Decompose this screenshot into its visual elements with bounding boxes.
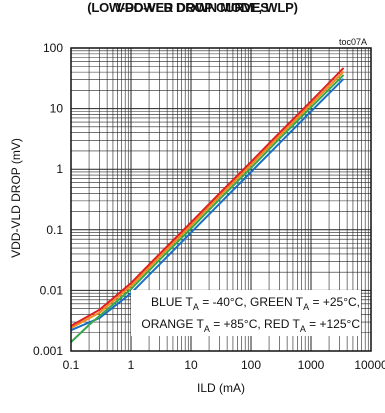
legend-note-box (131, 290, 361, 336)
x-axis-label: ILD (mA) (197, 381, 245, 395)
legend-note-line-1: BLUE TA = -40°C, GREEN TA = +25°C, (151, 295, 360, 312)
series-line-4 (70, 67, 345, 327)
y-tick-label: 0.1 (46, 223, 63, 237)
plot-frame (70, 47, 372, 352)
y-tick-label: 0.001 (33, 344, 63, 358)
legend-note-line-2: ORANGE TA = +85°C, RED TA = +125°C (141, 317, 360, 334)
x-tick-label: 10 (184, 358, 198, 372)
y-tick-label: 100 (43, 41, 63, 55)
x-tick-labels: 0.1 1 10 100 1000 10000 (63, 358, 385, 372)
y-tick-labels: 100 10 1 0.1 0.01 0.001 (33, 41, 63, 358)
y-tick-label: 10 (50, 102, 64, 116)
series-line-1 (70, 78, 345, 332)
series-lines (70, 67, 345, 343)
x-tick-label: 10000 (354, 358, 385, 372)
series-line-2 (70, 74, 345, 343)
x-tick-label: 100 (241, 358, 261, 372)
y-axis-label: VDD-VLD DROP (mV) (9, 138, 23, 258)
series-line-3 (70, 70, 345, 329)
y-tick-label: 0.01 (40, 283, 64, 297)
x-tick-label: 1 (128, 358, 135, 372)
chart-title-line-1: VDD-VLD DROP CURVES (116, 0, 269, 15)
chart-title-line-2: (LOW-POWER DOWN MODE, WLP) (87, 0, 298, 15)
x-tick-label: 1000 (298, 358, 325, 372)
x-tick-label: 0.1 (63, 358, 80, 372)
figure-id: toc07A (339, 37, 367, 47)
y-tick-label: 1 (56, 162, 63, 176)
